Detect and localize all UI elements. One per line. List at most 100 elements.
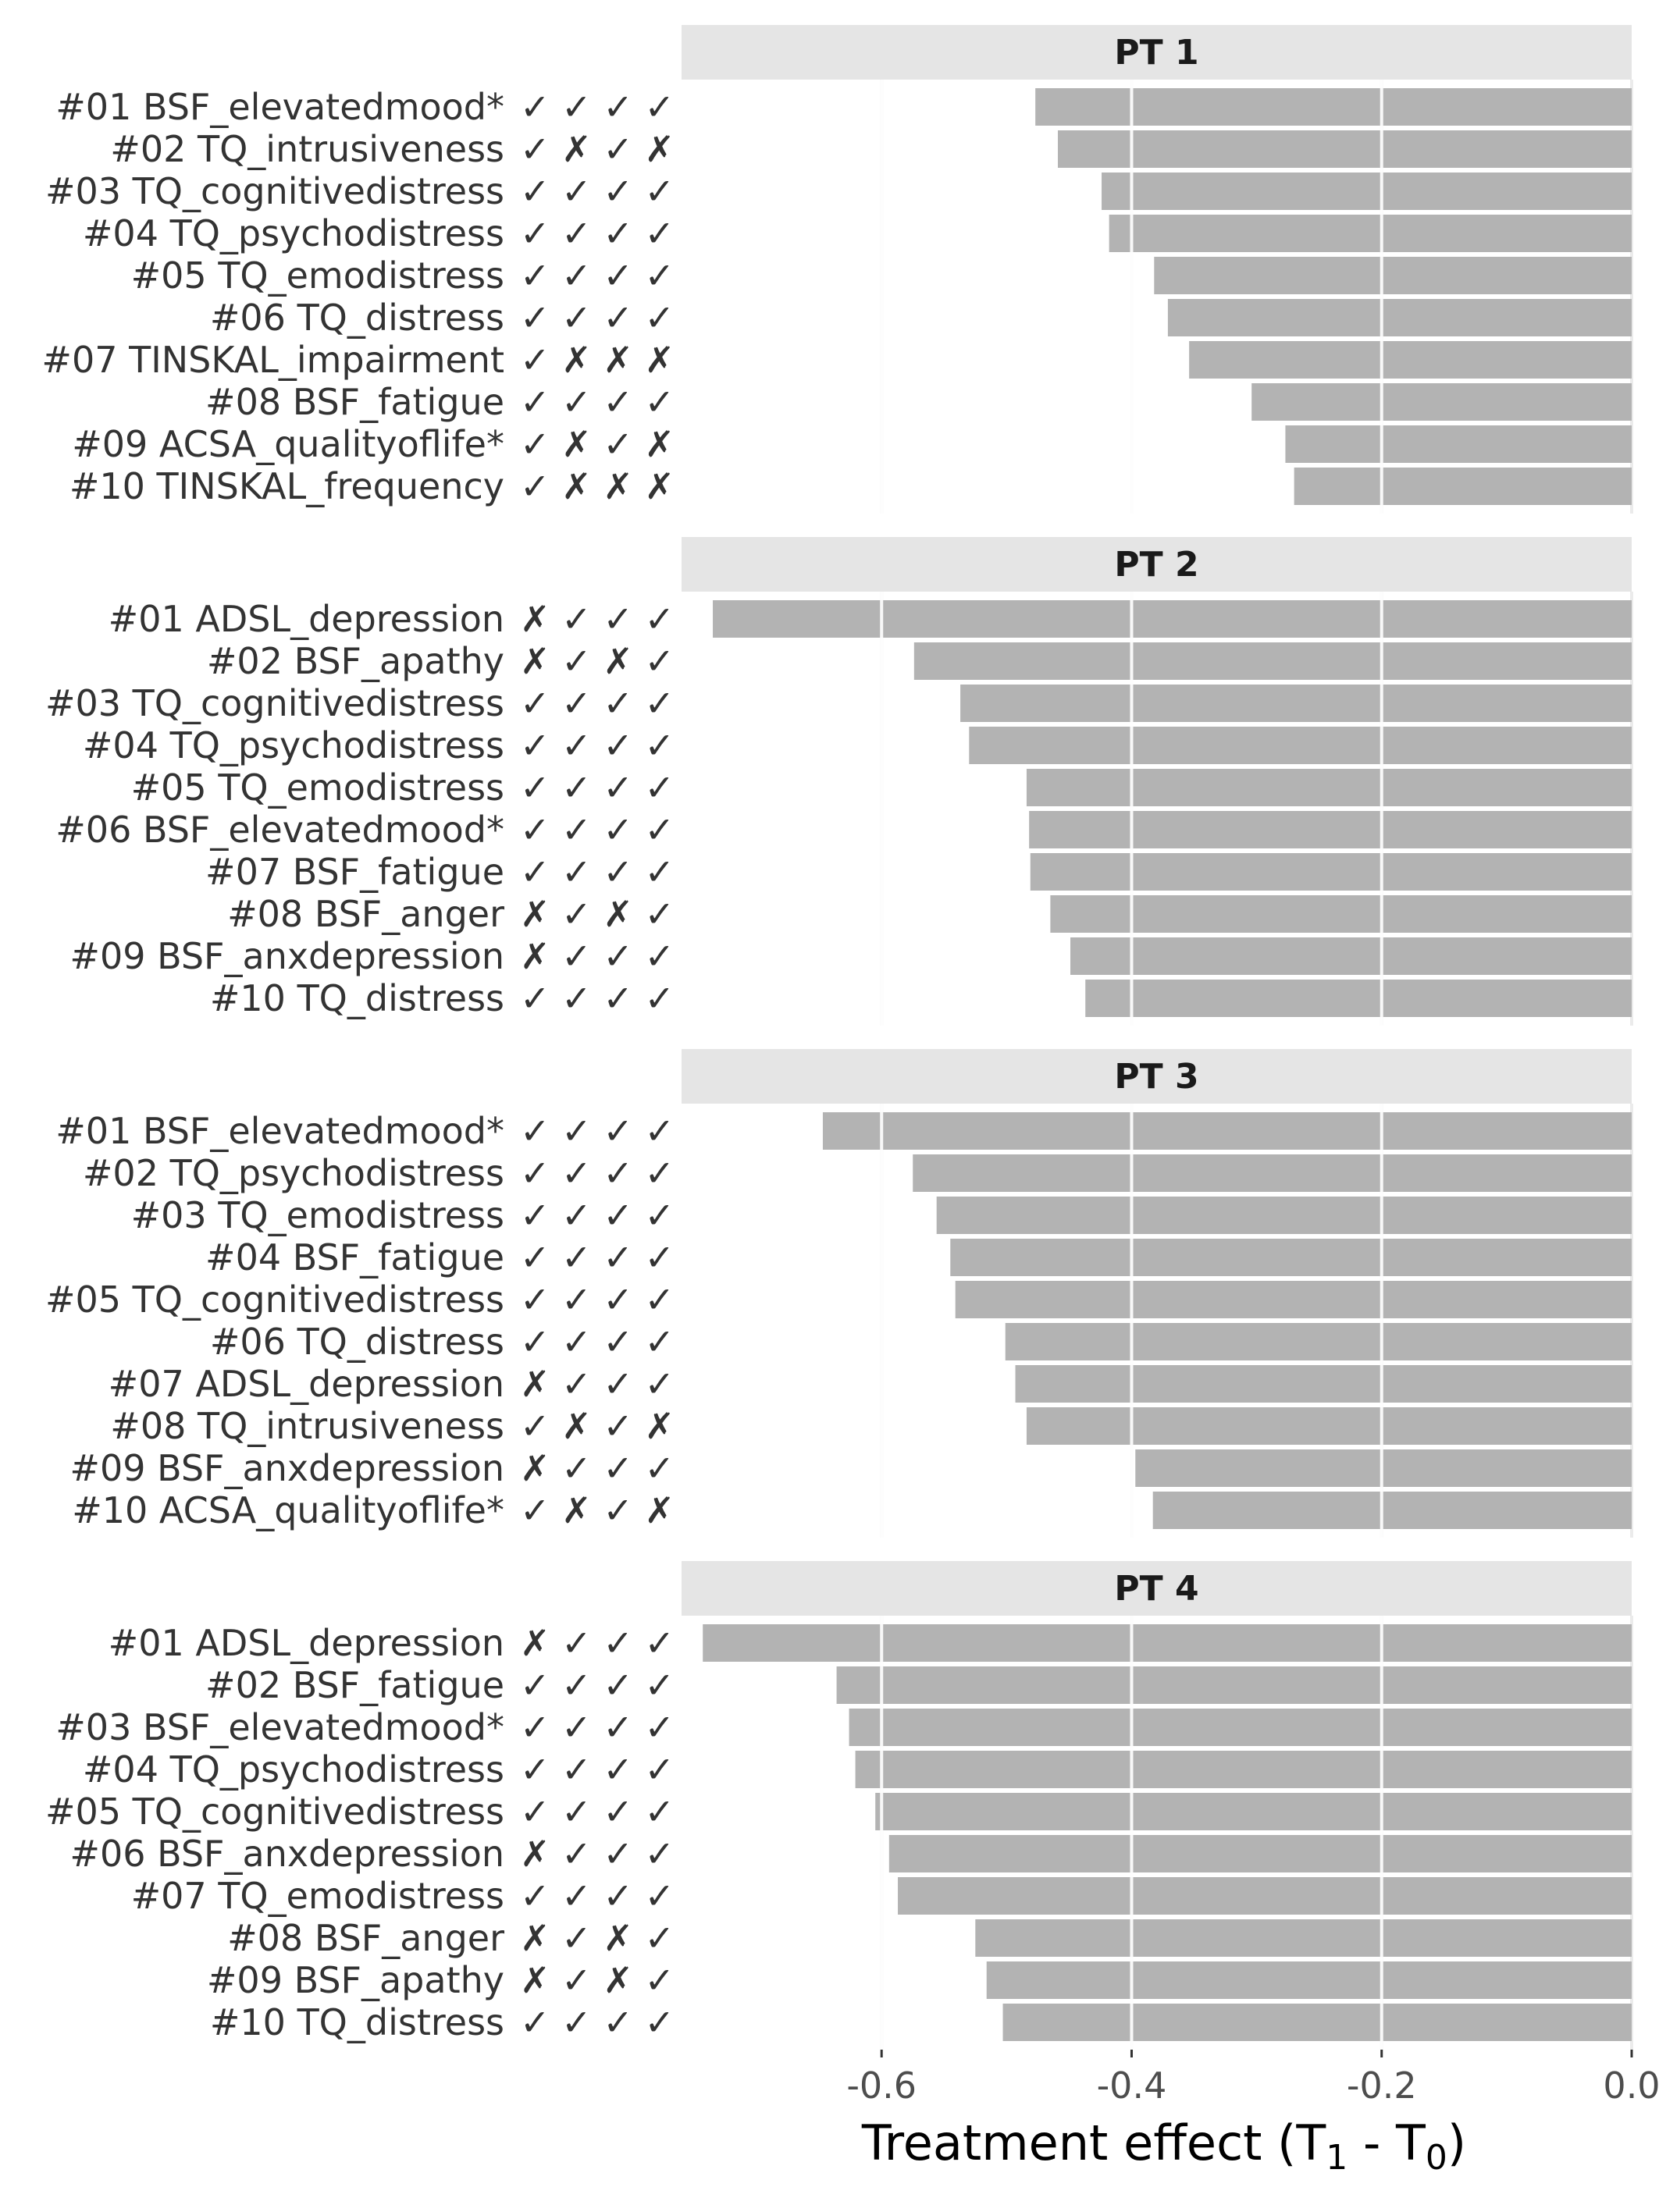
panels-layer: PT 1 #01 BSF_elevatedmood* ✓ ✓ ✓ ✓ #02 TQ_i…	[41, 25, 1633, 2050]
row-label: #04 TQ_psychodistress	[83, 212, 504, 254]
row-label: #09 BSF_anxdepression	[69, 1447, 504, 1489]
bar	[898, 1877, 1632, 1915]
row-label: #09 BSF_anxdepression	[69, 935, 504, 977]
bar	[955, 1281, 1632, 1318]
bar	[1035, 88, 1632, 126]
bar	[888, 1835, 1632, 1872]
bar	[936, 1197, 1632, 1234]
bar	[1285, 425, 1632, 463]
bar	[1029, 811, 1632, 848]
bar	[1085, 980, 1632, 1017]
bar	[849, 1709, 1632, 1746]
panel: PT 2 #01 ADSL_depression ✗ ✓ ✓ ✓ #02 BSF_ap…	[45, 537, 1633, 1026]
row-criteria-marks: ✓ ✓ ✓ ✓	[520, 766, 675, 809]
row-criteria-marks: ✗ ✓ ✓ ✓	[520, 1363, 675, 1405]
bar	[855, 1751, 1632, 1788]
row-criteria-marks: ✓ ✓ ✓ ✓	[520, 809, 675, 851]
row-label: #05 TQ_emodistress	[131, 254, 504, 297]
row-label: #06 TQ_distress	[210, 1321, 504, 1363]
bar	[1189, 341, 1632, 379]
bar	[960, 685, 1632, 722]
row-label: #10 ACSA_qualityoflife*	[72, 1489, 504, 1531]
bar	[1102, 172, 1632, 210]
row-label: #05 TQ_cognitivedistress	[45, 1791, 504, 1833]
row-criteria-marks: ✓ ✓ ✓ ✓	[520, 1278, 675, 1321]
row-criteria-marks: ✓ ✓ ✓ ✓	[520, 254, 675, 297]
row-criteria-marks: ✓ ✓ ✓ ✓	[520, 682, 675, 724]
row-criteria-marks: ✓ ✓ ✓ ✓	[520, 1664, 675, 1706]
bar	[1030, 853, 1632, 891]
bar	[1015, 1365, 1632, 1403]
row-label: #08 BSF_fatigue	[205, 381, 504, 423]
panel: PT 4 #01 ADSL_depression ✗ ✓ ✓ ✓ #02 BSF_fa…	[45, 1561, 1633, 2050]
x-axis-title-part: )	[1447, 2114, 1466, 2171]
bar	[950, 1239, 1632, 1276]
row-criteria-marks: ✓ ✗ ✗ ✗	[520, 465, 675, 507]
row-criteria-marks: ✗ ✓ ✓ ✓	[520, 1447, 675, 1489]
row-label: #05 TQ_cognitivedistress	[45, 1278, 504, 1321]
row-label: #01 ADSL_depression	[109, 598, 504, 640]
row-criteria-marks: ✓ ✓ ✓ ✓	[520, 1791, 675, 1833]
row-criteria-marks: ✓ ✓ ✓ ✓	[520, 1194, 675, 1236]
bar	[1294, 468, 1632, 505]
row-label: #08 TQ_intrusiveness	[110, 1405, 504, 1447]
row-label: #07 BSF_fatigue	[205, 851, 504, 893]
row-label: #10 TQ_distress	[210, 2001, 504, 2043]
row-criteria-marks: ✗ ✓ ✗ ✓	[520, 1959, 675, 2001]
bar	[913, 1154, 1632, 1192]
row-criteria-marks: ✓ ✓ ✓ ✓	[520, 1706, 675, 1748]
row-label: #01 BSF_elevatedmood*	[55, 86, 504, 128]
row-criteria-marks: ✓ ✓ ✓ ✓	[520, 212, 675, 254]
row-criteria-marks: ✓ ✓ ✓ ✓	[520, 1152, 675, 1194]
panel-strip	[682, 1561, 1632, 1616]
bar	[1057, 130, 1632, 168]
bar	[1050, 895, 1632, 933]
x-tick-label: 0.0	[1603, 2064, 1659, 2107]
x-axis-title-part: Treatment effect (T	[861, 2114, 1326, 2171]
row-label: #08 BSF_anger	[227, 893, 504, 935]
row-criteria-marks: ✓ ✗ ✓ ✗	[520, 128, 675, 170]
row-label: #07 TINSKAL_impairment	[41, 339, 504, 381]
bar	[1152, 1492, 1632, 1529]
row-label: #02 TQ_intrusiveness	[110, 128, 504, 170]
panel: PT 3 #01 BSF_elevatedmood* ✓ ✓ ✓ ✓ #02 TQ_p…	[45, 1049, 1633, 1538]
row-label: #10 TINSKAL_frequency	[69, 465, 504, 507]
bar	[822, 1112, 1632, 1150]
bar	[1005, 1323, 1632, 1360]
row-criteria-marks: ✓ ✓ ✓ ✓	[520, 724, 675, 766]
x-axis-title-subscript-0: 0	[1426, 2138, 1447, 2178]
bar	[1109, 215, 1632, 252]
row-criteria-marks: ✓ ✓ ✓ ✓	[520, 1321, 675, 1363]
row-criteria-marks: ✓ ✗ ✓ ✗	[520, 1405, 675, 1447]
row-label: #06 BSF_anxdepression	[69, 1833, 504, 1875]
bar	[975, 1919, 1632, 1957]
panel-strip	[682, 537, 1632, 592]
row-label: #09 BSF_apathy	[207, 1959, 504, 2001]
row-criteria-marks: ✗ ✓ ✗ ✓	[520, 640, 675, 682]
row-label: #03 BSF_elevatedmood*	[55, 1706, 504, 1748]
row-criteria-marks: ✓ ✓ ✓ ✓	[520, 2001, 675, 2043]
row-criteria-marks: ✗ ✓ ✓ ✓	[520, 598, 675, 640]
panel: PT 1 #01 BSF_elevatedmood* ✓ ✓ ✓ ✓ #02 TQ_i…	[41, 25, 1633, 514]
row-label: #07 TQ_emodistress	[131, 1875, 504, 1917]
x-axis-title: Treatment effect (T1 - T0)	[861, 2114, 1466, 2178]
panel-strip	[682, 25, 1632, 80]
x-tick-label: -0.6	[846, 2064, 917, 2107]
row-criteria-marks: ✗ ✓ ✓ ✓	[520, 935, 675, 977]
panel-title: PT 3	[1114, 1057, 1198, 1097]
bar	[1251, 383, 1632, 421]
row-criteria-marks: ✓ ✓ ✓ ✓	[520, 1875, 675, 1917]
row-criteria-marks: ✓ ✓ ✓ ✓	[520, 297, 675, 339]
x-axis-title-part: - T	[1347, 2114, 1426, 2171]
row-criteria-marks: ✓ ✓ ✓ ✓	[520, 977, 675, 1019]
row-criteria-marks: ✗ ✓ ✗ ✓	[520, 1917, 675, 1959]
bar	[713, 600, 1632, 638]
panel-title: PT 1	[1114, 33, 1198, 73]
bar	[1070, 937, 1632, 975]
row-criteria-marks: ✓ ✓ ✓ ✓	[520, 381, 675, 423]
bar	[1167, 299, 1632, 336]
panel-title: PT 4	[1114, 1569, 1198, 1609]
row-label: #01 BSF_elevatedmood*	[55, 1110, 504, 1152]
row-criteria-marks: ✓ ✗ ✗ ✗	[520, 339, 675, 381]
